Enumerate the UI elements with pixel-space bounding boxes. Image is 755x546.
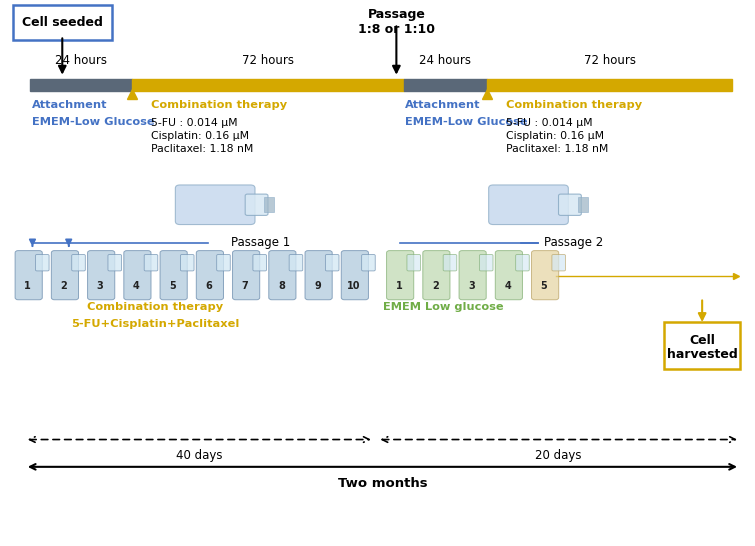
Text: Cisplatin: 0.16 μM: Cisplatin: 0.16 μM xyxy=(506,131,604,141)
FancyBboxPatch shape xyxy=(124,251,151,300)
Text: Paclitaxel: 1.18 nM: Paclitaxel: 1.18 nM xyxy=(506,144,609,154)
Text: 72 hours: 72 hours xyxy=(242,54,294,67)
Text: Two months: Two months xyxy=(337,477,427,490)
Text: 4: 4 xyxy=(504,281,511,292)
Text: 40 days: 40 days xyxy=(176,449,223,462)
Text: 6: 6 xyxy=(205,281,212,292)
Text: Combination therapy: Combination therapy xyxy=(506,100,642,110)
FancyBboxPatch shape xyxy=(144,254,158,271)
FancyBboxPatch shape xyxy=(443,254,457,271)
Text: Cell seeded: Cell seeded xyxy=(22,16,103,29)
FancyBboxPatch shape xyxy=(532,251,559,300)
Bar xyxy=(404,79,487,91)
FancyBboxPatch shape xyxy=(35,254,49,271)
FancyBboxPatch shape xyxy=(51,251,79,300)
Text: 7: 7 xyxy=(242,281,248,292)
Text: 9: 9 xyxy=(314,281,321,292)
FancyBboxPatch shape xyxy=(488,185,569,224)
FancyBboxPatch shape xyxy=(362,254,375,271)
Text: Cell: Cell xyxy=(689,334,715,347)
FancyBboxPatch shape xyxy=(495,251,522,300)
Text: Passage 1: Passage 1 xyxy=(231,236,290,250)
FancyBboxPatch shape xyxy=(479,254,493,271)
Text: 10: 10 xyxy=(347,281,361,292)
Bar xyxy=(30,79,132,91)
Text: 24 hours: 24 hours xyxy=(55,54,107,67)
FancyBboxPatch shape xyxy=(175,185,255,224)
Text: EMEM Low glucose: EMEM Low glucose xyxy=(384,302,504,312)
FancyBboxPatch shape xyxy=(559,194,581,215)
Text: 5: 5 xyxy=(541,281,547,292)
FancyBboxPatch shape xyxy=(88,251,115,300)
Text: 2: 2 xyxy=(60,281,67,292)
FancyBboxPatch shape xyxy=(180,254,194,271)
FancyBboxPatch shape xyxy=(407,254,421,271)
FancyBboxPatch shape xyxy=(325,254,339,271)
Text: Cisplatin: 0.16 μM: Cisplatin: 0.16 μM xyxy=(151,131,249,141)
Text: 5: 5 xyxy=(169,281,176,292)
Bar xyxy=(264,197,274,212)
Text: 24 hours: 24 hours xyxy=(420,54,471,67)
FancyBboxPatch shape xyxy=(253,254,267,271)
FancyBboxPatch shape xyxy=(516,254,529,271)
FancyBboxPatch shape xyxy=(233,251,260,300)
Text: 1:8 or 1:10: 1:8 or 1:10 xyxy=(358,23,435,37)
Text: 5-FU : 0.014 μM: 5-FU : 0.014 μM xyxy=(506,118,593,128)
Text: 5-FU : 0.014 μM: 5-FU : 0.014 μM xyxy=(151,118,238,128)
FancyBboxPatch shape xyxy=(108,254,122,271)
FancyBboxPatch shape xyxy=(664,322,740,369)
Text: harvested: harvested xyxy=(667,348,738,361)
FancyBboxPatch shape xyxy=(217,254,230,271)
Text: 4: 4 xyxy=(133,281,140,292)
FancyBboxPatch shape xyxy=(245,194,268,215)
Text: 1: 1 xyxy=(24,281,31,292)
Text: EMEM-Low Glucose: EMEM-Low Glucose xyxy=(405,117,528,127)
Text: 72 hours: 72 hours xyxy=(584,54,636,67)
Text: Combination therapy: Combination therapy xyxy=(151,100,287,110)
FancyBboxPatch shape xyxy=(289,254,303,271)
FancyBboxPatch shape xyxy=(341,251,368,300)
FancyBboxPatch shape xyxy=(387,251,414,300)
Text: Combination therapy: Combination therapy xyxy=(88,302,223,312)
Text: Attachment: Attachment xyxy=(32,100,107,110)
Text: Passage: Passage xyxy=(368,8,425,21)
FancyBboxPatch shape xyxy=(72,254,85,271)
FancyBboxPatch shape xyxy=(160,251,187,300)
Bar xyxy=(487,79,732,91)
Text: Passage 2: Passage 2 xyxy=(544,236,603,250)
FancyBboxPatch shape xyxy=(15,251,42,300)
Text: EMEM-Low Glucose: EMEM-Low Glucose xyxy=(32,117,154,127)
Text: 20 days: 20 days xyxy=(535,449,582,462)
FancyBboxPatch shape xyxy=(196,251,223,300)
Text: 3: 3 xyxy=(468,281,475,292)
Text: 5-FU+Cisplatin+Paclitaxel: 5-FU+Cisplatin+Paclitaxel xyxy=(71,319,240,329)
FancyBboxPatch shape xyxy=(305,251,332,300)
FancyBboxPatch shape xyxy=(552,254,565,271)
Text: Attachment: Attachment xyxy=(405,100,481,110)
Text: 1: 1 xyxy=(396,281,402,292)
Text: 3: 3 xyxy=(97,281,103,292)
Text: Paclitaxel: 1.18 nM: Paclitaxel: 1.18 nM xyxy=(151,144,254,154)
Text: 8: 8 xyxy=(278,281,285,292)
Bar xyxy=(132,79,404,91)
FancyBboxPatch shape xyxy=(459,251,486,300)
Text: 2: 2 xyxy=(432,281,439,292)
Bar xyxy=(578,197,587,212)
FancyBboxPatch shape xyxy=(423,251,450,300)
FancyBboxPatch shape xyxy=(13,5,112,40)
FancyBboxPatch shape xyxy=(269,251,296,300)
